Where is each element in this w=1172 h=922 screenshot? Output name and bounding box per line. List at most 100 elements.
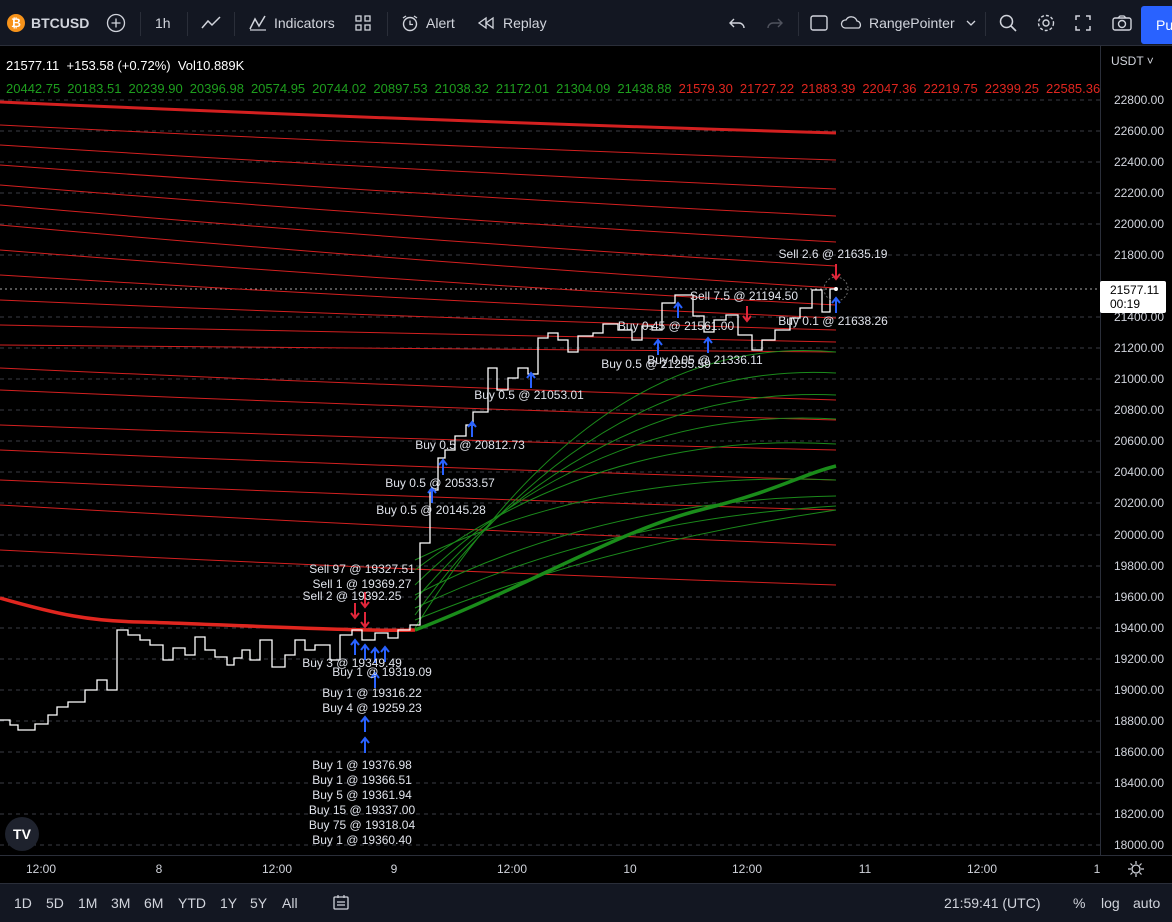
buy-arrow-icon (653, 338, 663, 355)
level-value-up: 21172.01 (495, 81, 550, 96)
redo-icon (767, 18, 783, 29)
buy-arrow-icon (360, 715, 370, 732)
trade-label: Buy 0.5 @ 21053.01 (474, 388, 584, 402)
resistance-line (0, 224, 837, 289)
range-button[interactable]: 1M (78, 895, 98, 911)
symbol-search-button[interactable]: ₿ BTCUSD (7, 0, 89, 46)
indicators-icon (249, 15, 266, 31)
tradingview-logo[interactable]: TV (5, 817, 39, 851)
redo-button[interactable] (766, 0, 784, 46)
resistance-line (0, 299, 837, 331)
drawing-tool-label: RangePointer (869, 15, 955, 31)
snapshot-button[interactable] (1111, 0, 1133, 46)
price-tick-label: 20800.00 (1113, 403, 1164, 417)
level-value-down: 21883.39 (801, 81, 856, 96)
publish-button[interactable]: Pu (1141, 6, 1172, 44)
time-tick-label: 8 (155, 862, 163, 876)
trade-label: Buy 0.5 @ 20812.73 (415, 438, 525, 452)
range-button[interactable]: 1Y (220, 895, 238, 911)
chart-type-button[interactable] (200, 0, 222, 46)
price-tick-label: 18400.00 (1113, 776, 1164, 790)
level-value-up: 20744.02 (312, 81, 367, 96)
buy-arrow-icon (427, 486, 437, 503)
resistance-line (0, 124, 837, 161)
indicators-button[interactable]: Indicators (248, 0, 335, 46)
replay-label: Replay (503, 15, 547, 31)
level-value-down: 21579.30 (678, 81, 733, 96)
sell-arrow-icon (350, 603, 360, 620)
divider (985, 12, 986, 36)
price-tick-label: 20200.00 (1113, 496, 1164, 510)
price-tick-label: 18600.00 (1113, 745, 1164, 759)
goto-date-button[interactable] (332, 884, 350, 922)
level-value-up: 20897.53 (373, 81, 428, 96)
range-button[interactable]: YTD (178, 895, 206, 911)
divider (234, 12, 235, 36)
resistance-line (0, 389, 837, 421)
log-label: log (1101, 895, 1120, 911)
time-tick-label: 12:00 (25, 862, 57, 876)
interval-button[interactable]: 1h (155, 0, 171, 46)
buy-arrow-icon (380, 645, 390, 662)
level-value-up: 20183.51 (67, 81, 122, 96)
layout-button[interactable] (809, 0, 829, 46)
range-button[interactable]: All (282, 895, 298, 911)
buy-arrow-icon (673, 301, 683, 318)
trade-label: Sell 97 @ 19327.51 (309, 562, 415, 576)
current-price-marker: 21577.11 00:19 (1100, 281, 1166, 313)
square-layout-icon (810, 15, 828, 31)
bitcoin-icon: ₿ (7, 14, 25, 32)
settings-button[interactable] (1035, 0, 1057, 46)
alarm-clock-icon (402, 15, 418, 32)
chart-pane[interactable]: 21577.11 +153.58 (+0.72%) Vol10.889K 204… (0, 46, 1100, 855)
level-value-up: 21438.88 (617, 81, 672, 96)
utc-clock[interactable]: 21:59:41 (UTC) (944, 884, 1040, 922)
search-button[interactable] (998, 0, 1018, 46)
divider (187, 12, 188, 36)
buy-arrow-icon (370, 646, 380, 663)
percent-toggle[interactable]: % (1073, 884, 1085, 922)
calendar-range-icon (333, 895, 349, 910)
range-button[interactable]: 3M (111, 895, 131, 911)
alert-button[interactable]: Alert (400, 0, 455, 46)
search-icon (999, 14, 1017, 32)
time-tick-label: 1 (1093, 862, 1101, 876)
support-line (414, 442, 837, 571)
time-tick-label: 12:00 (261, 862, 293, 876)
range-button[interactable]: 5D (46, 895, 64, 911)
undo-button[interactable] (728, 0, 746, 46)
trade-label: Buy 0.05 @ 21336.11 (647, 353, 763, 367)
resistance-line (0, 144, 837, 190)
sun-icon[interactable] (1127, 860, 1145, 878)
range-button[interactable]: 5Y (250, 895, 268, 911)
price-tick-label: 22400.00 (1113, 155, 1164, 169)
bottom-toolbar: 1D 5D 1M 3M 6M YTD 1Y 5Y All 21:59:41 (UTC) % lo… (0, 883, 1172, 922)
trade-label: Buy 75 @ 19318.04 (308, 818, 416, 832)
chevron-down-icon (966, 20, 976, 26)
trade-label: Buy 3 @ 19349.49 (302, 656, 402, 670)
level-value-up: 21304.09 (556, 81, 611, 96)
support-line (414, 394, 837, 601)
sell-arrow-icon (831, 264, 841, 281)
time-scale[interactable]: 12:00 8 12:00 9 12:00 10 12:00 11 12:00 1 (0, 855, 1172, 883)
trade-label: Buy 5 @ 19361.94 (312, 788, 412, 802)
grid-icon (355, 15, 371, 31)
support-line (414, 417, 837, 586)
buy-arrow-icon (467, 420, 477, 437)
level-value-up: 20396.98 (189, 81, 244, 96)
moving-average-green (414, 464, 837, 632)
range-button[interactable]: 6M (144, 895, 164, 911)
currency-selector[interactable]: USDT ˅ (1111, 54, 1154, 68)
drawing-tool-dropdown[interactable]: RangePointer (840, 0, 977, 46)
price-scale[interactable]: USDT ˅ 22800.00 22600.00 22400.00 22200.00 2… (1100, 46, 1172, 855)
time-tick-label: 12:00 (966, 862, 998, 876)
log-toggle[interactable]: log (1101, 884, 1120, 922)
replay-button[interactable]: Replay (477, 0, 547, 46)
compare-add-button[interactable] (106, 0, 126, 46)
fullscreen-button[interactable] (1074, 0, 1092, 46)
price-tick-label: 20600.00 (1113, 434, 1164, 448)
range-button[interactable]: 1D (14, 895, 32, 911)
templates-button[interactable] (354, 0, 372, 46)
price-chart-canvas[interactable] (0, 46, 1100, 855)
auto-toggle[interactable]: auto (1133, 884, 1160, 922)
